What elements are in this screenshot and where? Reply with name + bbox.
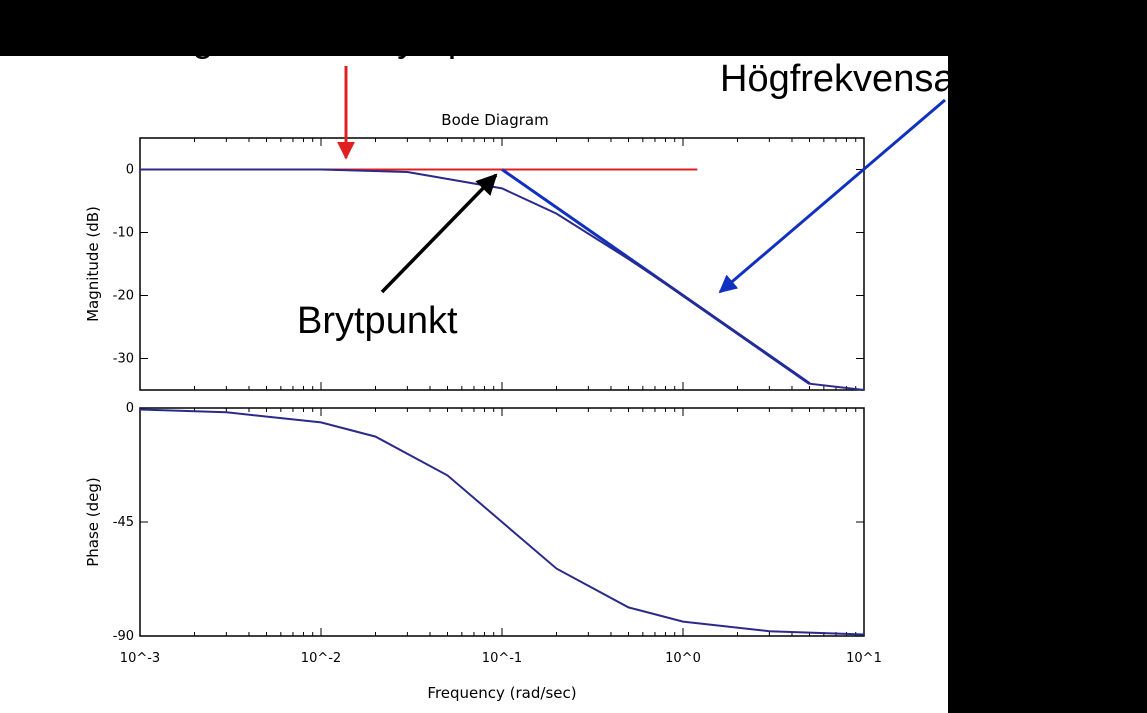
magnitude-ylabel: Magnitude (dB) bbox=[84, 206, 102, 322]
chart-title: Bode Diagram bbox=[441, 111, 548, 129]
x-tick-label: 10^-1 bbox=[482, 651, 522, 666]
lowfreq-annotation: Lågfrekvensasymptot bbox=[150, 18, 512, 60]
y-tick-label: -45 bbox=[113, 515, 134, 530]
x-tick-label: 10^0 bbox=[665, 651, 701, 666]
phase-x-ticks: 10^-3 10^-2 10^-1 10^0 10^1 bbox=[120, 408, 882, 666]
highfreq-annotation: Högfrekvensasymptot bbox=[720, 58, 1088, 100]
y-tick-label: 0 bbox=[126, 401, 134, 416]
phase-ylabel: Phase (deg) bbox=[84, 477, 102, 567]
magnitude-x-ticks bbox=[139, 138, 857, 390]
magnitude-panel: Bode Diagram 0 -10 -20 -30 Magnitude (dB) bbox=[84, 111, 865, 391]
y-tick-label: -10 bbox=[113, 226, 134, 241]
phase-xlabel: Frequency (rad/sec) bbox=[427, 684, 576, 702]
magnitude-curve bbox=[140, 168, 865, 391]
phase-curve bbox=[139, 408, 865, 636]
highfreq-arrow bbox=[718, 98, 946, 294]
y-tick-label: -30 bbox=[113, 352, 134, 367]
break-point-annotation: Brytpunkt bbox=[297, 300, 458, 342]
right-black-band bbox=[948, 0, 1147, 713]
y-tick-label: -90 bbox=[113, 629, 134, 644]
magnitude-frame bbox=[139, 137, 865, 391]
y-tick-label: -20 bbox=[113, 289, 134, 304]
slide-canvas bbox=[0, 56, 948, 713]
x-tick-label: 10^-3 bbox=[120, 651, 160, 666]
y-tick-label: 0 bbox=[126, 163, 134, 178]
phase-panel: 10^-3 10^-2 10^-1 10^0 10^1 0 -45 -90 Phase (d… bbox=[84, 401, 882, 702]
x-tick-label: 10^-2 bbox=[301, 651, 341, 666]
phase-y-ticks: 0 -45 -90 bbox=[113, 401, 864, 644]
break-point-arrow bbox=[380, 173, 498, 294]
x-tick-label: 10^1 bbox=[846, 651, 882, 666]
magnitude-y-ticks: 0 -10 -20 -30 bbox=[113, 163, 864, 367]
